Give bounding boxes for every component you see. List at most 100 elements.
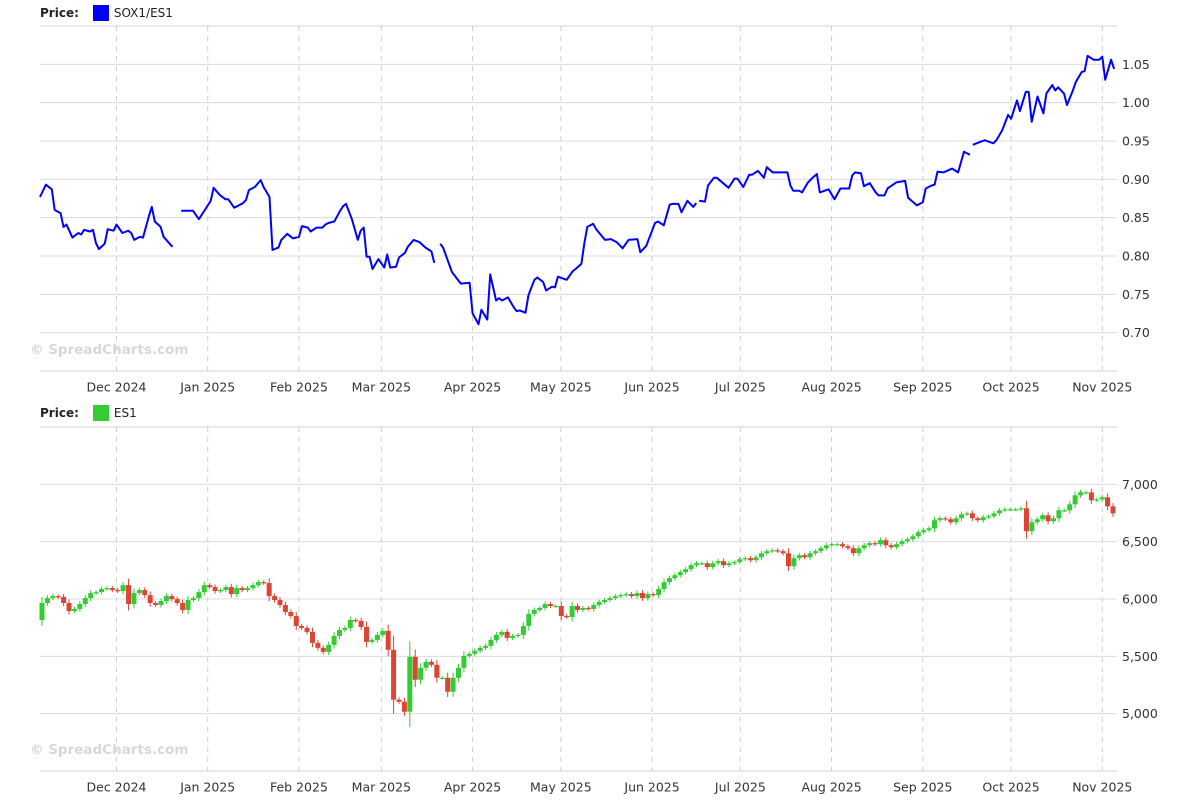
candle	[547, 601, 553, 609]
candle-body	[629, 594, 635, 597]
candle-body	[688, 565, 694, 570]
legend-price-label: Price:	[40, 6, 79, 20]
candle	[883, 537, 889, 549]
candle	[1002, 507, 1008, 513]
legend-series-es1[interactable]: ES1	[113, 406, 137, 420]
candle-body	[266, 583, 272, 597]
candle	[785, 548, 791, 572]
candle	[61, 593, 67, 607]
ratio-line-segment	[181, 179, 436, 270]
candle	[537, 605, 543, 613]
candle	[764, 549, 770, 556]
candle	[418, 663, 424, 685]
candle-body	[1007, 509, 1013, 511]
x-tick-label: Jan 2025	[179, 380, 235, 395]
candle-body	[190, 598, 196, 601]
candle-body	[1094, 499, 1100, 501]
candle-body	[320, 647, 326, 652]
candle	[775, 548, 781, 554]
x-tick-label: Apr 2025	[444, 780, 501, 795]
candle	[964, 511, 970, 517]
candle	[726, 561, 732, 568]
candle	[66, 599, 72, 615]
candle-body	[142, 590, 148, 596]
y-tick-label: 0.95	[1122, 134, 1150, 149]
candle-body	[472, 650, 478, 654]
es1-candlestick-chart[interactable]: 5,000 5,500 6,000 6,500 7,000 Dec 2024 Jan 202…	[30, 426, 1158, 795]
legend-series-sox1-es1[interactable]: SOX1/ES1	[113, 6, 173, 20]
candle	[1013, 507, 1019, 511]
candle	[959, 511, 965, 521]
candle	[969, 510, 975, 522]
candle	[823, 542, 829, 551]
candle-body	[174, 599, 180, 604]
candle-body	[461, 655, 467, 668]
candle-body	[99, 589, 104, 593]
candle-body	[158, 601, 164, 605]
candle-body	[661, 582, 667, 590]
candle	[975, 516, 981, 523]
candle-body	[650, 594, 656, 596]
candle-body	[104, 588, 110, 590]
candle	[1040, 512, 1046, 522]
candle-body	[602, 600, 608, 602]
candle	[699, 561, 705, 565]
ratio-line-segment	[39, 183, 174, 251]
candle-body	[780, 551, 786, 554]
candle-body	[558, 605, 564, 616]
candle-body	[834, 544, 840, 546]
candle-body	[721, 561, 727, 566]
candle-body	[791, 558, 797, 567]
candle	[840, 542, 846, 549]
y-tick-label: 6,000	[1122, 592, 1158, 607]
candle-body	[153, 603, 159, 605]
candle	[531, 607, 537, 617]
candle	[553, 604, 559, 608]
candle-body	[1029, 522, 1035, 532]
candle	[439, 676, 445, 680]
candle-body	[823, 545, 829, 549]
candle	[796, 552, 802, 561]
candle-body	[82, 598, 88, 605]
candle-body	[293, 615, 299, 626]
candle-body	[775, 550, 781, 552]
candle	[564, 614, 570, 619]
candle-body	[937, 518, 943, 521]
candle-body	[666, 578, 672, 583]
candle-body	[439, 677, 445, 679]
sox1-es1-ratio-chart[interactable]: 0.70 0.75 0.80 0.85 0.90 0.95 1.00 1.05 Dec 2024…	[30, 25, 1150, 395]
candle	[282, 601, 288, 616]
candle-body	[872, 543, 878, 545]
candle-body	[61, 597, 67, 604]
candle	[721, 558, 727, 568]
candle-body	[1067, 504, 1073, 511]
candle	[71, 606, 77, 614]
candle-body	[1078, 492, 1084, 496]
x-tick-label: Jan 2025	[179, 780, 235, 795]
candle	[758, 550, 764, 560]
candle	[131, 588, 137, 609]
legend-swatch-es1	[92, 405, 109, 421]
candle-body	[347, 619, 353, 628]
candle	[499, 629, 505, 638]
candle	[986, 514, 992, 520]
x-tick-label: Nov 2025	[1072, 380, 1132, 395]
candle-body	[980, 517, 986, 521]
candle	[1051, 515, 1056, 524]
candle-body	[915, 532, 921, 537]
candle-body	[250, 585, 256, 589]
candle	[731, 560, 737, 566]
candle-body	[412, 656, 418, 680]
y-tick-label: 0.75	[1122, 287, 1150, 302]
candle-body	[704, 563, 710, 568]
candle-body	[932, 520, 937, 529]
candle-body	[212, 587, 218, 592]
ratio-line-segment	[972, 54, 1116, 146]
candle-body	[883, 540, 889, 546]
candle	[650, 592, 656, 597]
y-tick-label: 0.70	[1122, 325, 1150, 340]
candle-body	[299, 625, 305, 628]
candle	[428, 659, 434, 668]
candle-body	[948, 519, 954, 523]
